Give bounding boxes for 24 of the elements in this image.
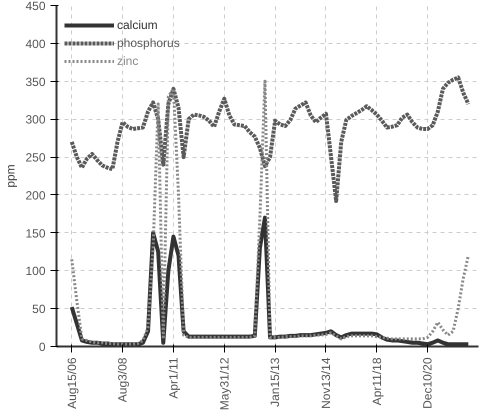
x-tick-label: Aug15/06 — [64, 357, 79, 409]
x-tick-label: Apr1/11 — [166, 357, 180, 399]
x-tick-label: Aug3/08 — [116, 357, 130, 402]
x-tick-label: Apr11/18 — [370, 357, 384, 406]
y-tick-label: 400 — [25, 36, 46, 51]
y-tick-label: 350 — [25, 74, 46, 89]
y-tick-label: 450 — [25, 0, 46, 13]
y-tick-label: 150 — [25, 226, 46, 240]
x-tick-label: Dec10/20 — [420, 357, 435, 409]
legend-label: calcium — [117, 18, 158, 32]
legend-label: phosphorus — [117, 36, 180, 50]
y-tick-label: 200 — [25, 188, 46, 202]
legend-label: zinc — [117, 54, 138, 68]
y-tick-label: 100 — [25, 264, 46, 278]
y-tick-label: 250 — [25, 150, 46, 165]
y-tick-label: 50 — [32, 302, 46, 316]
x-tick-label: Nov13/14 — [318, 357, 333, 409]
y-tick-label: 300 — [25, 112, 46, 127]
x-tick-label: Jan15/13 — [268, 357, 282, 407]
line-series — [70, 80, 470, 346]
line-series — [70, 75, 470, 204]
y-axis-title: ppm — [3, 164, 18, 188]
y-tick-label: 0 — [38, 340, 46, 354]
x-tick-label: May31/12 — [217, 357, 232, 410]
